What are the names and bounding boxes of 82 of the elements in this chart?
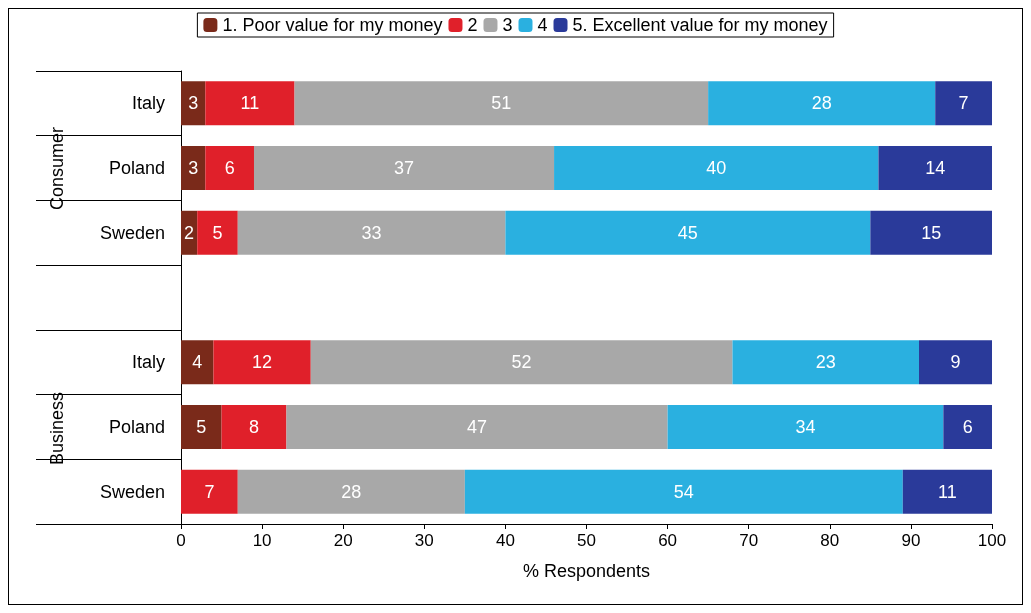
x-tick-label: 100 xyxy=(977,531,1007,550)
data-label: 54 xyxy=(673,481,694,502)
data-label: 23 xyxy=(815,352,836,373)
bar xyxy=(181,340,214,385)
x-tick-label: 20 xyxy=(333,531,353,550)
data-label: 47 xyxy=(467,416,488,437)
y-tick-label: Sweden xyxy=(99,222,165,243)
bar xyxy=(667,404,944,449)
x-tick-label: 40 xyxy=(495,531,515,550)
legend-label: 5. Excellent value for my money xyxy=(572,15,828,35)
bar xyxy=(197,210,238,255)
data-label: 5 xyxy=(212,222,223,243)
bar xyxy=(181,81,206,126)
y-tick-label: Sweden xyxy=(99,481,165,502)
data-label: 4 xyxy=(192,352,203,373)
bar xyxy=(554,146,879,191)
x-tick-label: 50 xyxy=(577,531,596,550)
text: Business xyxy=(47,391,67,466)
x-tick-label: 70 xyxy=(739,531,759,550)
data-label: 9 xyxy=(950,352,961,373)
data-label: 7 xyxy=(204,481,215,502)
data-label: 3 xyxy=(188,158,199,179)
data-label: 14 xyxy=(925,158,946,179)
legend-label: 3 xyxy=(502,15,513,35)
x-tick-label: 60 xyxy=(658,531,678,550)
x-tick-label: 0 xyxy=(176,531,186,550)
bar xyxy=(221,404,287,449)
bar xyxy=(181,469,238,514)
data-label: 5 xyxy=(196,416,207,437)
data-label: 12 xyxy=(252,352,273,373)
y-tick-label: Poland xyxy=(108,416,165,437)
bar xyxy=(205,81,295,126)
bar xyxy=(708,81,936,126)
x-axis-title: % Respondents xyxy=(522,561,651,581)
bar xyxy=(943,404,992,449)
bar xyxy=(464,469,903,514)
bar xyxy=(919,340,992,385)
data-label: 3 xyxy=(188,93,199,114)
data-label: 7 xyxy=(958,93,969,114)
bar xyxy=(213,340,311,385)
legend-label: 1. Poor value for my money xyxy=(222,15,443,35)
data-label: 6 xyxy=(962,416,973,437)
data-label: 45 xyxy=(677,222,698,243)
legend-label: 2 xyxy=(467,15,478,35)
data-label: 52 xyxy=(511,352,532,373)
bar xyxy=(294,81,709,126)
bar xyxy=(237,210,506,255)
data-label: 6 xyxy=(224,158,235,179)
bar xyxy=(505,210,871,255)
data-label: 11 xyxy=(938,481,957,502)
y-tick-label: Poland xyxy=(108,158,165,179)
data-label: 2 xyxy=(184,222,195,243)
bar xyxy=(181,404,222,449)
data-label: 8 xyxy=(248,416,259,437)
y-tick-label: Italy xyxy=(131,352,165,373)
y-tick-label: Italy xyxy=(131,93,165,114)
data-label: 33 xyxy=(361,222,382,243)
x-tick-label: 90 xyxy=(901,531,921,550)
bar xyxy=(902,469,992,514)
data-label: 28 xyxy=(341,481,362,502)
bar xyxy=(732,340,920,385)
data-label: 51 xyxy=(491,93,512,114)
data-label: 37 xyxy=(394,158,415,179)
bar xyxy=(286,404,668,449)
bar xyxy=(870,210,992,255)
data-label: 15 xyxy=(921,222,942,243)
data-label: 34 xyxy=(795,416,816,437)
bar xyxy=(205,146,254,191)
text: Consumer xyxy=(47,126,67,211)
data-label: 28 xyxy=(811,93,832,114)
legend-label: 4 xyxy=(537,15,548,35)
bar xyxy=(237,469,465,514)
bar xyxy=(310,340,733,385)
data-label: 11 xyxy=(240,93,260,114)
bar xyxy=(181,146,206,191)
bar xyxy=(878,146,992,191)
bar xyxy=(253,146,555,191)
data-label: 40 xyxy=(706,158,727,179)
x-tick-label: 10 xyxy=(252,531,272,550)
x-tick-label: 80 xyxy=(820,531,840,550)
bar xyxy=(935,81,992,126)
x-tick-label: 30 xyxy=(414,531,434,550)
